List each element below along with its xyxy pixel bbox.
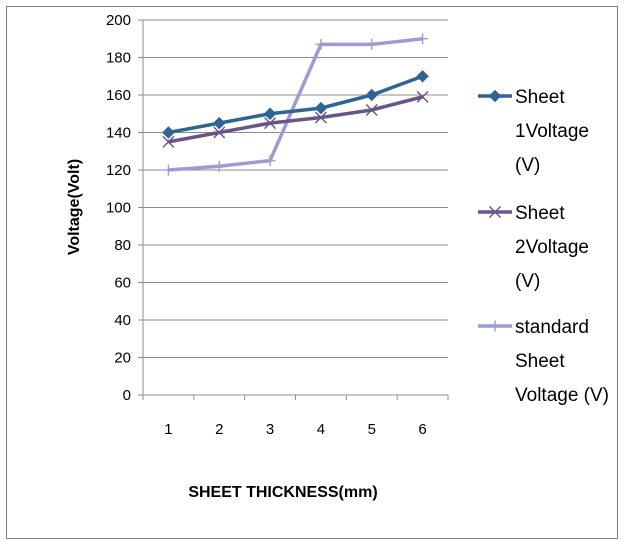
- x-tick-label: 1: [164, 421, 172, 438]
- legend-label: standard: [515, 317, 589, 338]
- y-tick-label: 60: [114, 275, 131, 292]
- legend-label: Sheet: [515, 203, 565, 224]
- x-marker: [314, 111, 327, 124]
- x-tick-label: 2: [215, 421, 223, 438]
- x-tick-label: 4: [317, 421, 325, 438]
- diamond-marker: [314, 101, 328, 115]
- x-marker: [365, 104, 378, 116]
- series-line: [168, 37, 423, 172]
- gridlines: [138, 19, 448, 396]
- legend-label: 1Voltage: [515, 121, 589, 142]
- x-marker-stroke: [162, 135, 175, 148]
- axes: [142, 20, 449, 400]
- diamond-marker: [213, 116, 226, 130]
- diamond-marker: [162, 126, 175, 139]
- series-layer: [162, 33, 429, 176]
- y-axis-title: Voltage(Volt): [66, 159, 83, 255]
- plus-marker: [366, 38, 378, 50]
- legend-label: 2Voltage: [515, 237, 589, 258]
- y-tick-label: 140: [106, 125, 131, 142]
- legend-label: Sheet: [515, 351, 565, 372]
- x-marker-stroke: [489, 206, 501, 218]
- plus-marker: [489, 320, 501, 332]
- x-tick-labels: 1 2 3 4 5 6: [164, 421, 427, 438]
- legend-label: (V): [515, 271, 540, 292]
- legend-label: Voltage (V): [515, 385, 609, 406]
- x-marker-stroke: [365, 104, 378, 116]
- x-axis-title: SHEET THICKNESS(mm): [188, 484, 377, 501]
- series-line: [168, 74, 424, 135]
- x-marker: [416, 90, 429, 103]
- y-tick-label: 180: [106, 50, 131, 67]
- x-marker-stroke: [264, 117, 277, 130]
- legend-label: Sheet: [515, 87, 565, 108]
- y-tick-label: 160: [106, 87, 131, 104]
- y-tick-label: 200: [106, 12, 131, 29]
- x-marker-stroke: [213, 126, 226, 139]
- x-marker-stroke: [416, 90, 429, 103]
- y-tick-labels: 0 20 40 60 80 100 120 140 160 180 200: [106, 12, 131, 404]
- plus-marker: [264, 155, 276, 167]
- x-tick-label: 6: [418, 421, 426, 438]
- x-tick-label: 3: [266, 421, 274, 438]
- diamond-marker: [488, 89, 502, 103]
- legend-item: standard Sheet Voltage (V): [478, 317, 609, 406]
- plus-marker: [315, 38, 327, 50]
- y-tick-label: 120: [106, 162, 131, 179]
- series-1: [162, 70, 429, 139]
- x-marker: [162, 135, 175, 148]
- legend-item: Sheet 2Voltage (V): [478, 203, 589, 292]
- plus-marker: [417, 33, 429, 45]
- y-tick-label: 80: [114, 237, 131, 254]
- y-tick-label: 40: [114, 312, 131, 329]
- series-2: [162, 90, 429, 148]
- x-marker: [213, 126, 226, 139]
- legend-item: Sheet 1Voltage (V): [478, 87, 589, 176]
- legend: Sheet 1Voltage (V) Sheet 2Voltage (V) standard…: [478, 87, 609, 406]
- y-tick-label: 0: [123, 387, 131, 404]
- diamond-marker: [365, 88, 378, 102]
- y-tick-label: 100: [106, 200, 131, 217]
- plus-marker: [213, 160, 225, 172]
- x-marker: [264, 117, 277, 130]
- y-tick-label: 20: [114, 350, 131, 367]
- x-tick-label: 5: [368, 421, 376, 438]
- legend-label: (V): [515, 155, 540, 176]
- diamond-marker: [416, 70, 429, 83]
- x-marker-stroke: [314, 111, 327, 124]
- diamond-marker: [263, 107, 277, 120]
- series-line: [168, 95, 424, 144]
- plus-marker: [162, 164, 174, 176]
- series-3: [162, 33, 429, 176]
- x-marker: [489, 206, 501, 218]
